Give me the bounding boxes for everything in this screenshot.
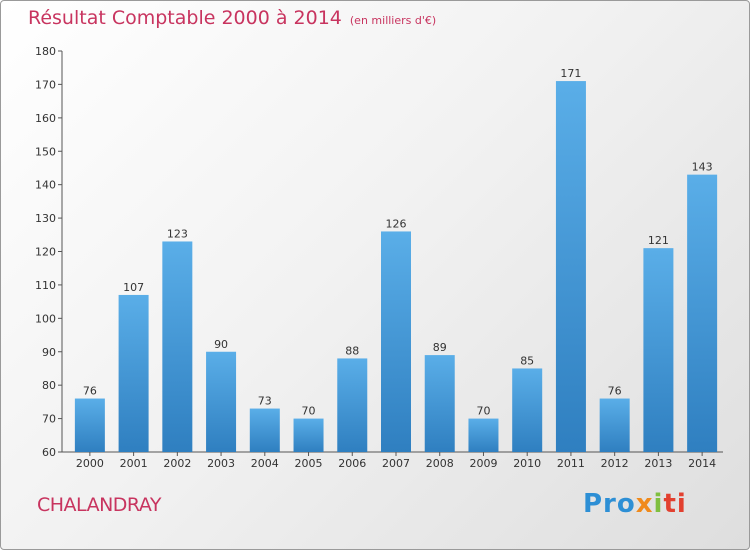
bar-2008 — [424, 355, 455, 452]
bar-2011 — [555, 81, 586, 452]
bar-2003 — [206, 351, 237, 452]
data-label-2005: 70 — [302, 405, 316, 418]
logo-part3: i — [653, 489, 664, 519]
logo-part1: Pro — [583, 489, 636, 519]
data-label-2014: 143 — [692, 161, 713, 174]
chart-title: Résultat Comptable 2000 à 2014 (en millie… — [28, 7, 436, 29]
y-tick-label: 180 — [35, 45, 56, 58]
y-tick-label: 80 — [42, 379, 56, 392]
y-tick-label: 170 — [35, 78, 56, 91]
bar-2013 — [643, 248, 674, 452]
bar-2009 — [468, 418, 499, 452]
x-tick-label-2006: 2006 — [338, 457, 366, 470]
bar-2010 — [512, 368, 543, 452]
data-labels: 76 107 123 90 73 70 88 126 89 70 85 171 76 121 143 — [83, 67, 713, 418]
y-tick-label: 100 — [35, 312, 56, 325]
data-label-2000: 76 — [83, 385, 97, 398]
data-label-2004: 73 — [258, 395, 272, 408]
y-tick-label: 60 — [42, 446, 56, 459]
x-tick-label-2012: 2012 — [601, 457, 629, 470]
proxiti-logo: Proxiti — [583, 489, 687, 519]
data-label-2002: 123 — [167, 227, 188, 240]
x-tick-label-2009: 2009 — [469, 457, 497, 470]
data-label-2010: 85 — [520, 354, 534, 367]
data-label-2008: 89 — [433, 341, 447, 354]
x-tick-label-2014: 2014 — [688, 457, 716, 470]
x-tick-label-2008: 2008 — [426, 457, 454, 470]
bar-2007 — [381, 231, 411, 452]
x-tick-label-2003: 2003 — [207, 457, 235, 470]
chart-unit: (en milliers d'€) — [349, 14, 437, 27]
data-label-2012: 76 — [608, 385, 622, 398]
y-tick-label: 150 — [35, 145, 56, 158]
y-tick-label: 160 — [35, 112, 56, 125]
logo-part2: x — [635, 489, 654, 519]
y-tick-label: 110 — [35, 279, 56, 292]
y-tick-label: 140 — [35, 179, 56, 192]
chart-title-text: Résultat Comptable 2000 à 2014 — [28, 7, 342, 29]
commune-name: CHALANDRAY — [37, 494, 161, 516]
x-tick-label-2013: 2013 — [644, 457, 672, 470]
data-label-2009: 70 — [476, 405, 490, 418]
y-tick-label: 130 — [35, 212, 56, 225]
y-tick-label: 70 — [42, 413, 56, 426]
bar-2012 — [599, 398, 630, 452]
x-tick-label-2010: 2010 — [513, 457, 541, 470]
bar-2001 — [118, 294, 149, 452]
bar-2002 — [162, 241, 193, 452]
x-tick-label-2011: 2011 — [557, 457, 585, 470]
bar-2014 — [687, 174, 718, 452]
data-label-2003: 90 — [214, 338, 228, 351]
x-tick-label-2007: 2007 — [382, 457, 410, 470]
x-tick-label-2001: 2001 — [120, 457, 148, 470]
logo-part4: ti — [663, 489, 687, 519]
y-tick-label: 90 — [42, 346, 56, 359]
x-tick-label-2002: 2002 — [163, 457, 191, 470]
data-label-2013: 121 — [648, 234, 669, 247]
data-label-2001: 107 — [123, 281, 144, 294]
bar-2000 — [74, 398, 105, 452]
bar-2006 — [337, 358, 368, 452]
bar-2005 — [293, 418, 324, 452]
data-label-2007: 126 — [386, 217, 407, 230]
data-label-2011: 171 — [560, 67, 581, 80]
bars — [74, 81, 718, 452]
data-label-2006: 88 — [345, 344, 359, 357]
bar-2004 — [249, 408, 280, 452]
x-tick-label-2004: 2004 — [251, 457, 279, 470]
x-tick-label-2000: 2000 — [76, 457, 104, 470]
y-tick-label: 120 — [35, 246, 56, 259]
x-tick-label-2005: 2005 — [295, 457, 323, 470]
